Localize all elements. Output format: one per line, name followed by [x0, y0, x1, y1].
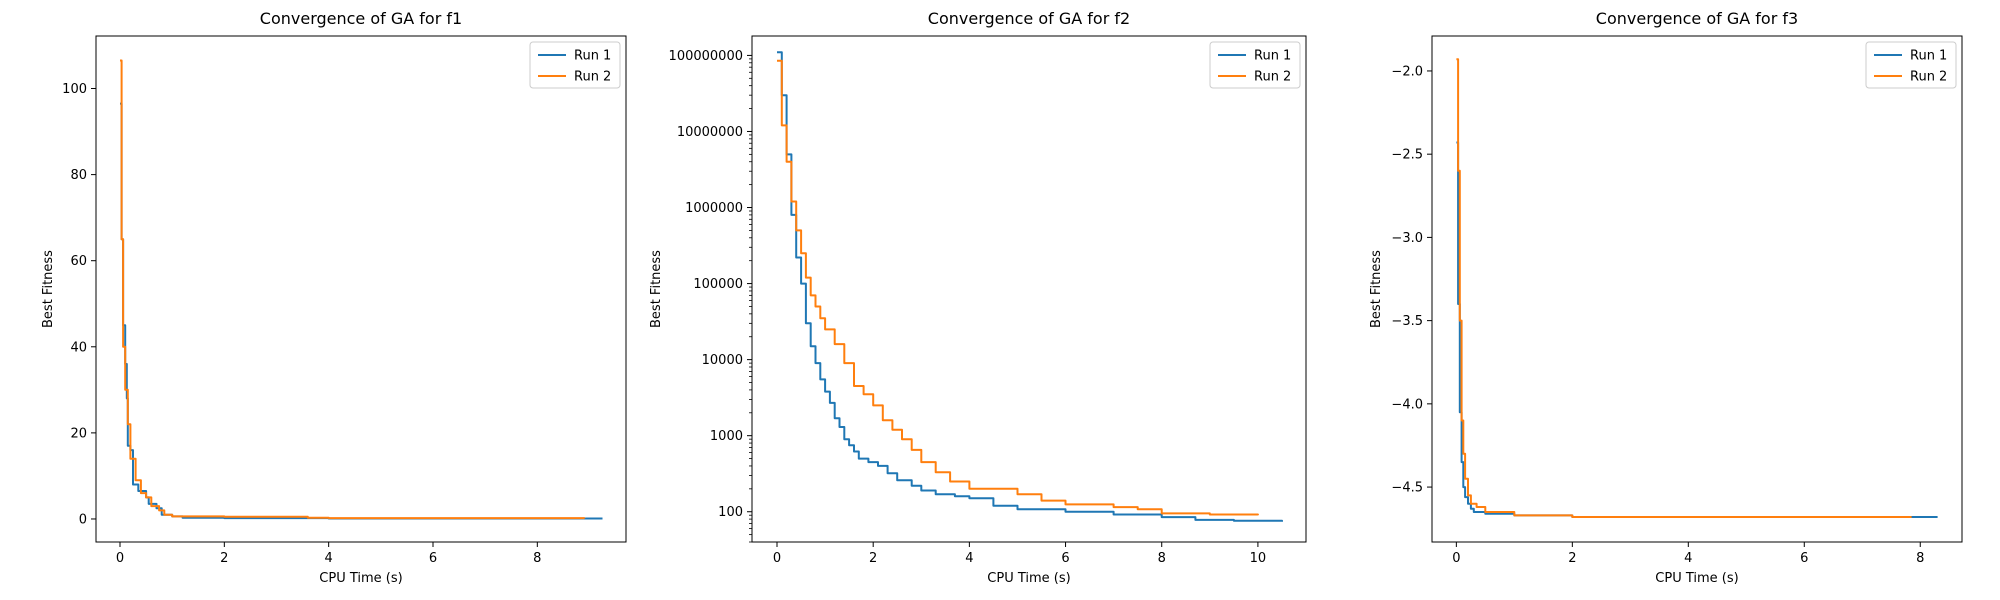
x-tick-label: 0	[1452, 551, 1460, 566]
legend-label: Run 1	[1910, 49, 1947, 64]
chart-title: Convergence of GA for f1	[260, 9, 462, 28]
y-tick-label: 1000	[710, 429, 743, 444]
x-tick-label: 10	[1250, 551, 1267, 566]
series-line-2	[777, 59, 1259, 516]
x-tick-label: 0	[773, 551, 781, 566]
x-tick-label: 6	[1800, 551, 1808, 566]
legend-label: Run 2	[574, 70, 611, 85]
x-tick-label: 4	[325, 551, 333, 566]
y-tick-label: 100	[718, 505, 743, 520]
y-tick-label: 20	[70, 426, 87, 441]
y-tick-label: −2.0	[1391, 64, 1423, 79]
series-lines	[1456, 58, 1938, 518]
x-axis-label: CPU Time (s)	[987, 571, 1070, 586]
x-tick-label: 0	[116, 551, 124, 566]
x-axis-label: CPU Time (s)	[1655, 571, 1738, 586]
y-tick-label: −3.5	[1391, 314, 1423, 329]
series-lines	[120, 59, 603, 520]
legend-label: Run 2	[1254, 70, 1291, 85]
axes-frame	[751, 35, 1307, 543]
series-line-2	[120, 59, 586, 520]
x-axis-label: CPU Time (s)	[319, 571, 402, 586]
y-tick-label: −3.0	[1391, 231, 1423, 246]
legend-label: Run 2	[1910, 70, 1947, 85]
axes-frame	[1431, 35, 1963, 543]
y-axis-label: Best Fitness	[1369, 250, 1384, 328]
x-tick-label: 6	[429, 551, 437, 566]
x-tick-label: 2	[220, 551, 228, 566]
y-tick-label: −2.5	[1391, 148, 1423, 163]
y-tick-label: 100	[62, 82, 87, 97]
x-tick-label: 4	[965, 551, 973, 566]
series-line-2	[1456, 58, 1912, 518]
subplot-3: 0 2 4 6 8 −4.5 −4.0 −3.5 −3.0 −2.5 −2.0 Convergence…	[1369, 9, 1963, 586]
y-tick-label: −4.5	[1391, 481, 1423, 496]
legend-label: Run 1	[1254, 49, 1291, 64]
subplot-2: 0 2 4 6 8 10 100 1000 10000 100000 1000000 10000000…	[649, 9, 1307, 586]
x-tick-label: 8	[533, 551, 541, 566]
series-line-1	[777, 51, 1283, 522]
x-tick-label: 8	[1158, 551, 1166, 566]
y-tick-label: −4.0	[1391, 397, 1423, 412]
y-tick-label: 40	[70, 340, 87, 355]
y-axis-label: Best Fitness	[649, 250, 664, 328]
legend: Run 1 Run 2	[529, 41, 621, 89]
series-line-1	[120, 102, 603, 520]
x-tick-label: 4	[1684, 551, 1692, 566]
y-tick-label: 100000000	[669, 49, 743, 64]
y-tick-label: 10000	[702, 353, 743, 368]
y-tick-label: 10000000	[677, 125, 743, 140]
chart-title: Convergence of GA for f3	[1596, 9, 1798, 28]
x-tick-label: 2	[869, 551, 877, 566]
x-tick-label: 2	[1568, 551, 1576, 566]
x-tick-label: 6	[1061, 551, 1069, 566]
y-tick-label: 60	[70, 254, 87, 269]
y-axis-label: Best Fitness	[41, 250, 56, 328]
y-tick-label: 1000000	[685, 201, 743, 216]
series-line-1	[1456, 141, 1938, 518]
legend-label: Run 1	[574, 49, 611, 64]
y-tick-label: 100000	[693, 277, 743, 292]
y-tick-label: 80	[70, 168, 87, 183]
x-tick-label: 8	[1916, 551, 1924, 566]
axes-frame	[95, 35, 627, 543]
chart-title: Convergence of GA for f2	[928, 9, 1130, 28]
series-lines	[777, 51, 1283, 522]
legend: Run 1 Run 2	[1865, 41, 1957, 89]
legend: Run 1 Run 2	[1209, 41, 1301, 89]
y-tick-label: 0	[79, 512, 87, 527]
